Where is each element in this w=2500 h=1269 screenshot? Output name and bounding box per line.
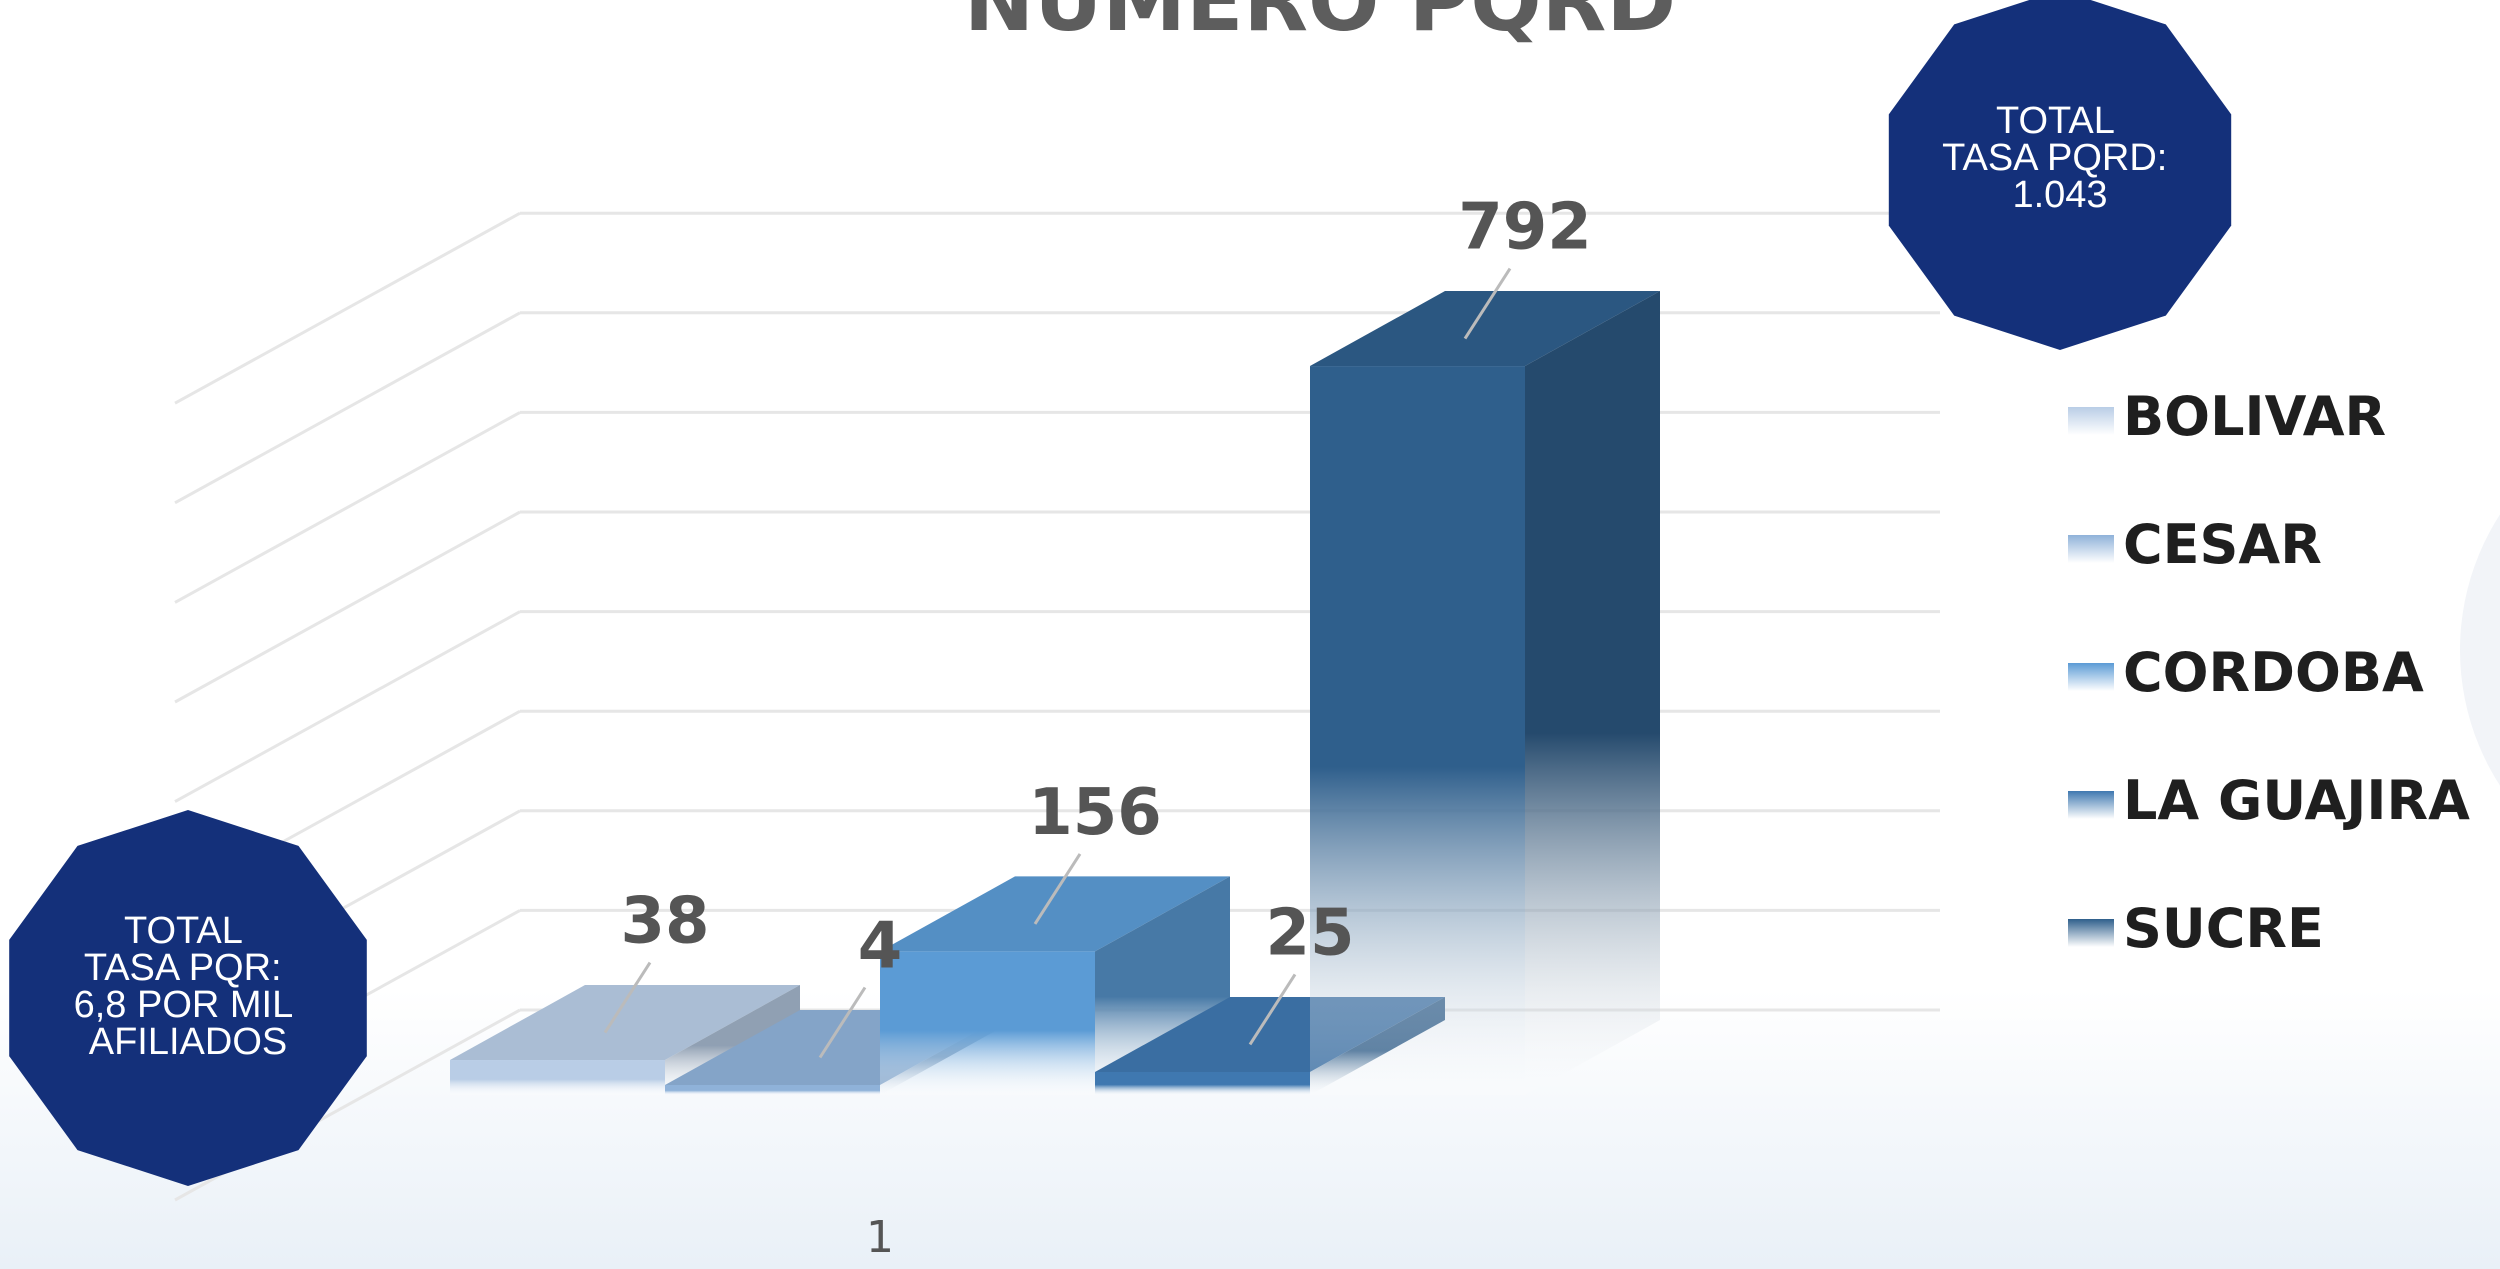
gridline-depth <box>174 411 521 604</box>
gridline-depth <box>174 211 521 405</box>
legend-label: LA GUAJIRA <box>2123 769 2470 832</box>
badge-octagon-shape <box>9 810 367 1186</box>
badge-line-rate-value: 6,8 POR MIL <box>74 984 292 1026</box>
badge-text: TOTAL TASA PQRD: 1.043 <box>1942 100 2178 216</box>
data-label: 156 <box>1028 776 1162 850</box>
legend-label: SUCRE <box>2123 897 2324 960</box>
bar-side-face <box>1095 876 1230 1095</box>
decorative-circle <box>2460 514 2500 786</box>
bar-front-face <box>880 951 1095 1095</box>
bar-sucre <box>1310 291 1660 1095</box>
badge-line-unit: AFILIADOS <box>89 1021 288 1063</box>
legend: BOLIVAR CESAR CORDOBA LA GUAJIRA SUCRE <box>2068 385 2470 960</box>
legend-swatch <box>2068 919 2114 947</box>
bar-top-face <box>450 985 800 1061</box>
bars <box>450 291 1660 1095</box>
badge-line-rate-value: 1.043 <box>2012 174 2107 216</box>
bar-top-face <box>880 876 1230 952</box>
legend-swatch <box>2068 791 2114 819</box>
gridline-depth <box>174 311 521 505</box>
data-label: 792 <box>1458 191 1592 265</box>
data-label-leader <box>818 986 867 1059</box>
bar-front-face <box>1095 1071 1310 1095</box>
bar-front-face <box>450 1060 665 1095</box>
bar-cordoba <box>880 876 1230 1095</box>
gridline-depth <box>174 510 521 704</box>
total-pqr-badge: TOTAL TASA PQR: 6,8 POR MIL AFILIADOS <box>9 810 367 1186</box>
data-label-leader <box>1463 267 1512 340</box>
badge-octagon-shape <box>1888 0 2232 350</box>
badge-line-rate-label: TASA PQR: <box>84 947 282 989</box>
badge-text: TOTAL TASA PQR: 6,8 POR MIL AFILIADOS <box>74 910 303 1063</box>
badge-line-total: TOTAL <box>124 910 242 952</box>
data-label-leader <box>1248 973 1297 1046</box>
legend-swatch <box>2068 535 2114 563</box>
gridline-depth <box>174 610 521 803</box>
badge-line-rate-label: TASA PQRD: <box>1942 137 2167 179</box>
data-label: 4 <box>858 910 903 984</box>
legend-label: CORDOBA <box>2123 641 2424 704</box>
data-labels: 38 4 156 25 792 <box>603 191 1592 1059</box>
bar-front-face <box>665 1085 880 1095</box>
legend-swatch <box>2068 407 2114 435</box>
data-label: 38 <box>620 885 709 959</box>
data-label-leader <box>603 961 652 1034</box>
data-label: 25 <box>1265 896 1354 970</box>
chart-title: NÚMERO PQRD <box>964 0 1676 50</box>
total-pqrd-badge: TOTAL TASA PQRD: 1.043 <box>1888 0 2232 350</box>
legend-label: BOLIVAR <box>2123 385 2386 448</box>
bar-side-face <box>1525 291 1660 1095</box>
bar-front-face <box>1310 366 1525 1095</box>
data-label-leader <box>1033 853 1082 925</box>
bar-top-face <box>1310 291 1660 367</box>
badge-line-total: TOTAL <box>1996 100 2114 142</box>
legend-label: CESAR <box>2123 513 2322 576</box>
x-tick-label: 1 <box>866 1212 894 1263</box>
legend-swatch <box>2068 663 2114 691</box>
